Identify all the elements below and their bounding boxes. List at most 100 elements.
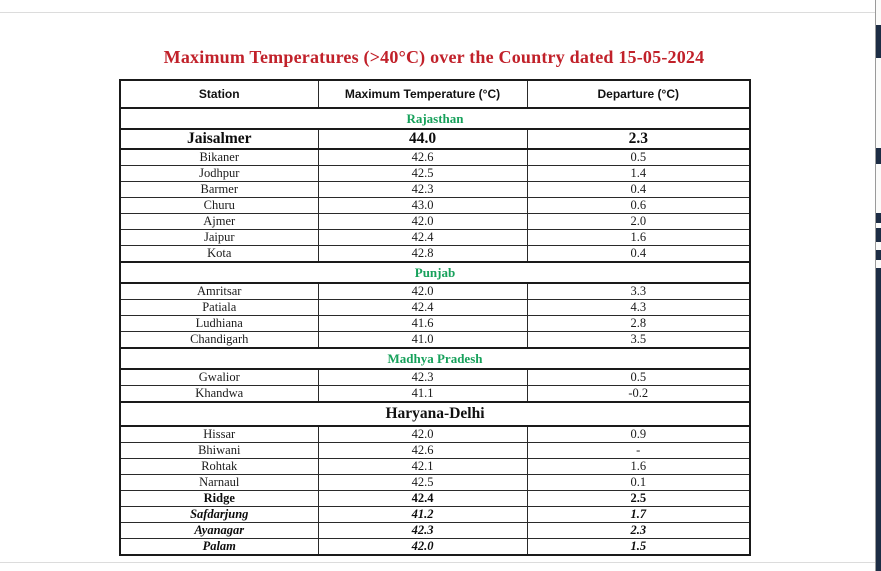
max-temp-cell: 41.6 <box>317 315 528 332</box>
max-temp-cell: 42.5 <box>317 165 528 182</box>
max-temp-cell: 42.4 <box>317 490 528 507</box>
table-row: Bikaner 42.6 0.5 <box>119 148 751 166</box>
column-header: Maximum Temperature (°C) <box>317 79 528 109</box>
departure-cell: 0.5 <box>526 368 751 386</box>
section-row: Punjab <box>119 261 751 284</box>
table-header-row: Station Maximum Temperature (°C) Departure… <box>119 79 751 109</box>
station-cell: Churu <box>119 197 319 214</box>
table-row: Ridge 42.4 2.5 <box>119 490 751 507</box>
table-row: Ayanagar 42.3 2.3 <box>119 522 751 539</box>
table-row: Kota 42.8 0.4 <box>119 245 751 263</box>
table-row: Bhiwani 42.6- <box>119 442 751 459</box>
departure-cell: 0.9 <box>526 425 751 443</box>
table-row: Chandigarh 41.0 3.5 <box>119 331 751 349</box>
edge-dark-segment <box>876 250 881 260</box>
station-cell: Gwalior <box>119 368 319 386</box>
max-temp-cell: 42.6 <box>317 442 528 459</box>
table-body: Rajasthan Jaisalmer 44.0 2.3 Bikaner 42.6 0.5 J… <box>119 107 751 556</box>
max-temp-cell: 41.1 <box>317 385 528 403</box>
departure-cell: 4.3 <box>526 299 751 316</box>
max-temp-cell: 42.0 <box>317 538 528 556</box>
station-cell: Barmer <box>119 181 319 198</box>
max-temp-cell: 41.2 <box>317 506 528 523</box>
station-cell: Jaisalmer <box>119 128 319 150</box>
temperature-table: Station Maximum Temperature (°C) Departure… <box>119 79 751 556</box>
page-top-rule <box>0 12 876 13</box>
departure-cell: 1.6 <box>526 458 751 475</box>
max-temp-cell: 42.4 <box>317 299 528 316</box>
table-row: Hissar 42.0 0.9 <box>119 425 751 443</box>
departure-cell: 1.5 <box>526 538 751 556</box>
section-header: Madhya Pradesh <box>119 347 751 370</box>
column-header: Station <box>119 79 319 109</box>
table-row: Churu 43.0 0.6 <box>119 197 751 214</box>
departure-cell: 1.7 <box>526 506 751 523</box>
max-temp-cell: 42.4 <box>317 229 528 246</box>
departure-cell: 3.3 <box>526 282 751 300</box>
station-cell: Narnaul <box>119 474 319 491</box>
max-temp-cell: 43.0 <box>317 197 528 214</box>
column-header: Departure (°C) <box>526 79 751 109</box>
max-temp-cell: 42.0 <box>317 282 528 300</box>
departure-cell: 0.1 <box>526 474 751 491</box>
table-row: Narnaul 42.5 0.1 <box>119 474 751 491</box>
table-row: Amritsar 42.0 3.3 <box>119 282 751 300</box>
table-row: Rohtak 42.1 1.6 <box>119 458 751 475</box>
departure-cell: 0.6 <box>526 197 751 214</box>
section-row: Rajasthan <box>119 107 751 130</box>
departure-cell: 0.4 <box>526 245 751 263</box>
max-temp-cell: 42.0 <box>317 425 528 443</box>
departure-cell: 0.5 <box>526 148 751 166</box>
departure-cell: 2.3 <box>526 522 751 539</box>
max-temp-cell: 42.1 <box>317 458 528 475</box>
edge-dark-segment <box>876 268 881 302</box>
edge-dark-segment <box>876 228 881 242</box>
max-temp-cell: 41.0 <box>317 331 528 349</box>
table-row: Ludhiana 41.6 2.8 <box>119 315 751 332</box>
departure-cell: 2.0 <box>526 213 751 230</box>
station-cell: Hissar <box>119 425 319 443</box>
section-header: Rajasthan <box>119 107 751 130</box>
table-row: Jodhpur 42.5 1.4 <box>119 165 751 182</box>
station-cell: Khandwa <box>119 385 319 403</box>
station-cell: Ridge <box>119 490 319 507</box>
table-row: Jaisalmer 44.0 2.3 <box>119 128 751 150</box>
station-cell: Ayanagar <box>119 522 319 539</box>
station-cell: Bhiwani <box>119 442 319 459</box>
table-row: Palam 42.0 1.5 <box>119 538 751 556</box>
table-row: Safdarjung 41.2 1.7 <box>119 506 751 523</box>
section-header: Haryana-Delhi <box>119 401 751 427</box>
station-cell: Jodhpur <box>119 165 319 182</box>
station-cell: Rohtak <box>119 458 319 475</box>
section-row: Madhya Pradesh <box>119 347 751 370</box>
edge-dark-segment <box>876 302 881 571</box>
departure-cell: 3.5 <box>526 331 751 349</box>
departure-cell: 1.6 <box>526 229 751 246</box>
max-temp-cell: 42.0 <box>317 213 528 230</box>
station-cell: Bikaner <box>119 148 319 166</box>
max-temp-cell: 42.5 <box>317 474 528 491</box>
departure-cell: -0.2 <box>526 385 751 403</box>
max-temp-cell: 42.6 <box>317 148 528 166</box>
page-bottom-rule <box>0 562 876 563</box>
departure-cell: 2.5 <box>526 490 751 507</box>
station-cell: Jaipur <box>119 229 319 246</box>
max-temp-cell: 42.3 <box>317 368 528 386</box>
table-row: Patiala 42.4 4.3 <box>119 299 751 316</box>
station-cell: Kota <box>119 245 319 263</box>
departure-cell: 0.4 <box>526 181 751 198</box>
section-header: Punjab <box>119 261 751 284</box>
right-edge-artifact <box>875 0 881 571</box>
section-row: Haryana-Delhi <box>119 401 751 427</box>
max-temp-cell: 42.3 <box>317 522 528 539</box>
station-cell: Ajmer <box>119 213 319 230</box>
station-cell: Patiala <box>119 299 319 316</box>
station-cell: Amritsar <box>119 282 319 300</box>
table-row: Gwalior 42.3 0.5 <box>119 368 751 386</box>
station-cell: Palam <box>119 538 319 556</box>
departure-cell: - <box>526 442 751 459</box>
edge-dark-segment <box>876 25 881 58</box>
departure-cell: 2.8 <box>526 315 751 332</box>
station-cell: Ludhiana <box>119 315 319 332</box>
page-title: Maximum Temperatures (>40°C) over the Co… <box>163 47 705 67</box>
